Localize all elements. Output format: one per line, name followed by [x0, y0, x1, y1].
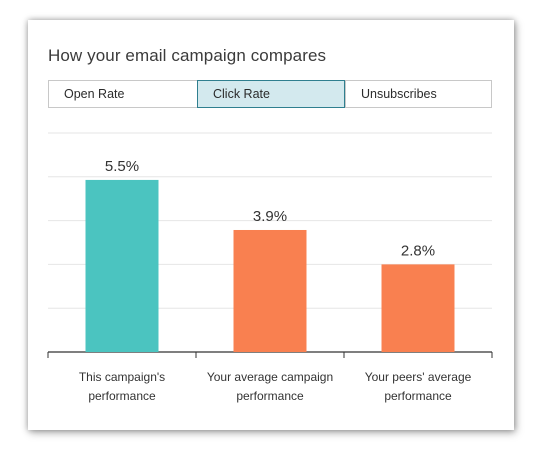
bar-data-label: 2.8% [401, 242, 435, 259]
tab-open-rate[interactable]: Open Rate [64, 87, 125, 101]
metric-tabs: Open Rate Click Rate Unsubscribes [48, 80, 492, 108]
bar-data-label: 3.9% [253, 208, 287, 225]
bar [85, 179, 159, 352]
tab-unsubscribes[interactable]: Unsubscribes [345, 81, 491, 107]
bar [381, 264, 455, 352]
campaign-comparison-card: How your email campaign compares Open Ra… [28, 20, 514, 430]
bar [233, 229, 307, 352]
card-title: How your email campaign compares [48, 46, 327, 65]
tab-click-rate[interactable]: Click Rate [197, 80, 345, 108]
x-tick-label: performance [384, 389, 452, 403]
x-tick-label: This campaign's [79, 370, 165, 384]
x-tick-label: Your peers' average [365, 370, 472, 384]
bar-data-label: 5.5% [105, 158, 139, 175]
x-tick-label: Your average campaign [207, 370, 333, 384]
comparison-bar-chart: 5.5% This campaign's performance 3.9% Your a… [47, 132, 493, 403]
x-tick-label: performance [88, 389, 156, 403]
x-tick-label: performance [236, 389, 304, 403]
